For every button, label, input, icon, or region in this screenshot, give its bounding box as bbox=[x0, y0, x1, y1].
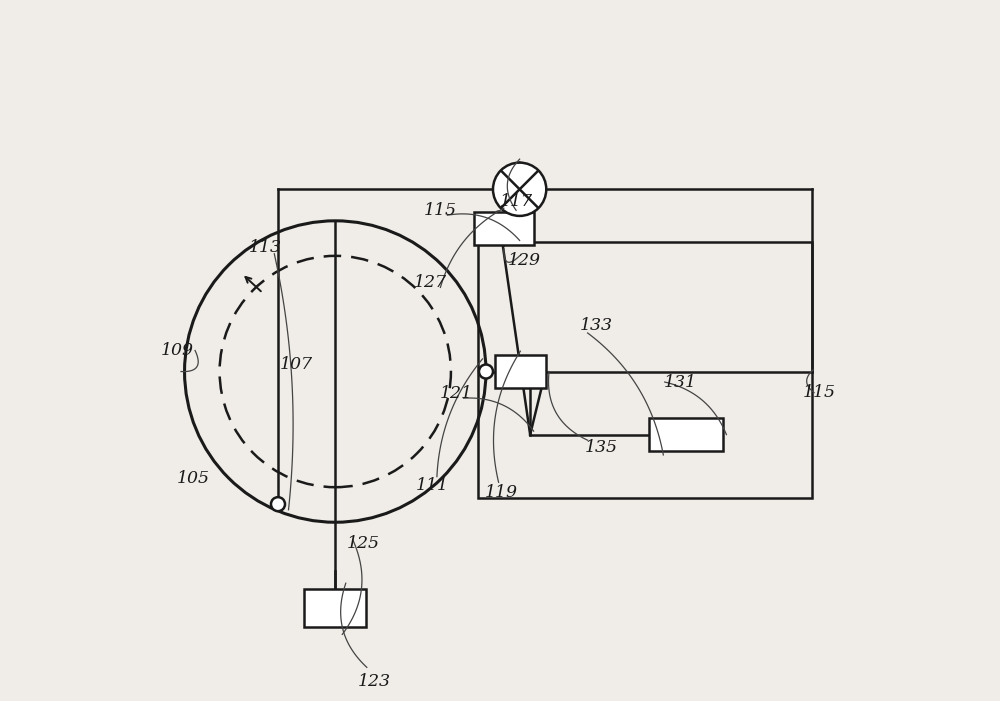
Text: 121: 121 bbox=[439, 386, 472, 402]
Bar bbox=[495, 355, 546, 388]
Text: 135: 135 bbox=[585, 439, 618, 456]
Text: 125: 125 bbox=[347, 535, 380, 552]
Bar bbox=[478, 242, 812, 498]
Bar bbox=[474, 212, 534, 245]
Text: 111: 111 bbox=[416, 477, 449, 494]
Text: 115: 115 bbox=[424, 202, 457, 219]
Text: 105: 105 bbox=[177, 470, 210, 486]
Text: 127: 127 bbox=[413, 274, 446, 291]
Text: 119: 119 bbox=[485, 484, 518, 501]
Text: 109: 109 bbox=[161, 342, 194, 359]
Bar bbox=[649, 418, 723, 451]
Bar bbox=[304, 589, 366, 627]
Text: 123: 123 bbox=[357, 673, 390, 690]
Text: 117: 117 bbox=[500, 193, 533, 210]
Text: 107: 107 bbox=[280, 356, 313, 373]
Circle shape bbox=[271, 497, 285, 511]
Text: 129: 129 bbox=[508, 252, 541, 269]
Text: 131: 131 bbox=[664, 374, 697, 390]
Circle shape bbox=[493, 163, 546, 216]
Text: 115: 115 bbox=[802, 384, 835, 401]
Circle shape bbox=[479, 365, 493, 379]
Text: 113: 113 bbox=[249, 239, 282, 256]
Text: 133: 133 bbox=[580, 318, 613, 334]
